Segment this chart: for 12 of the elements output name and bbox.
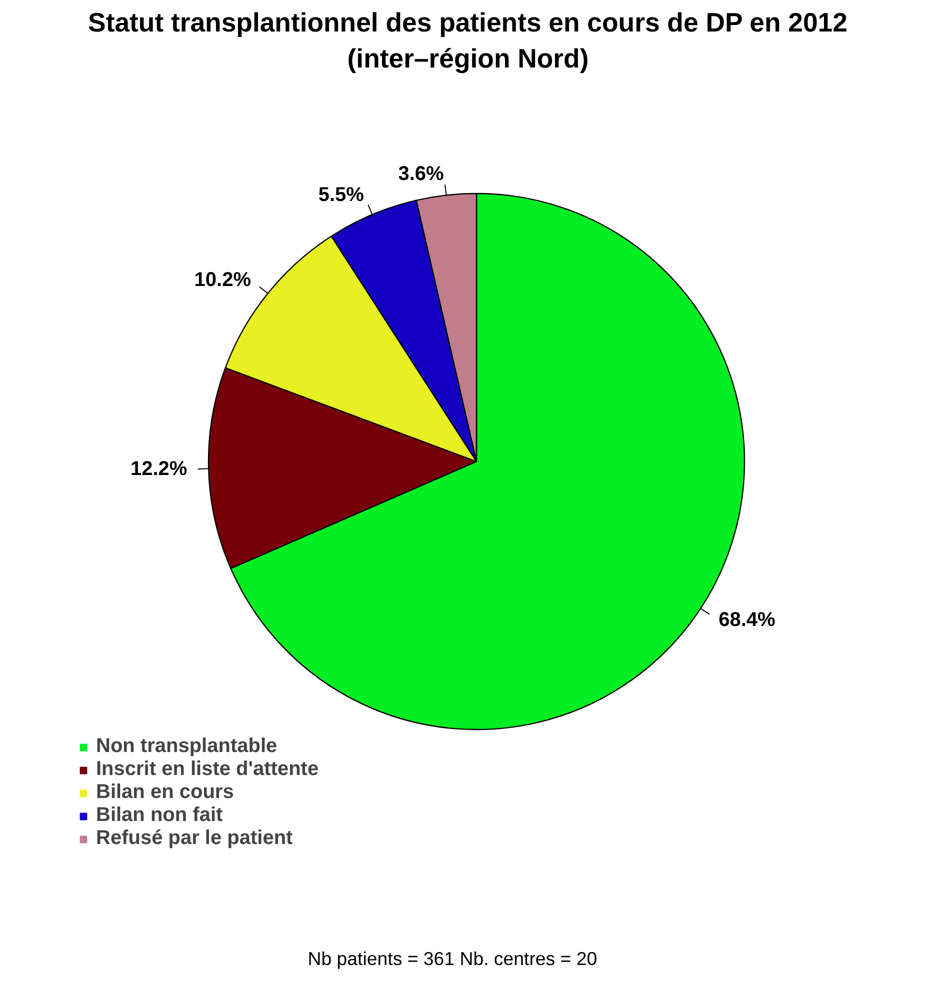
text: Nb patients = 361 Nb. centres = 20 [308,948,598,969]
legend-label: Bilan en cours [96,781,234,804]
data-label: 3.6% [398,162,444,185]
legend-label: Non transplantable [96,735,278,758]
data-label: 10.2% [194,269,252,292]
data-label: 12.2% [130,458,188,480]
data-label: 68.4% [718,609,776,632]
chart-title: Statut transplantionnel des patients en cours de DP en 2012 (inter–région Nord) [88,8,848,74]
legend-label: Refusé par le patient [96,827,293,850]
data-label: 5.5% [318,184,364,206]
legend-label: Inscrit en liste d'attente [96,758,319,781]
legend-label: Bilan non fait [96,804,223,827]
